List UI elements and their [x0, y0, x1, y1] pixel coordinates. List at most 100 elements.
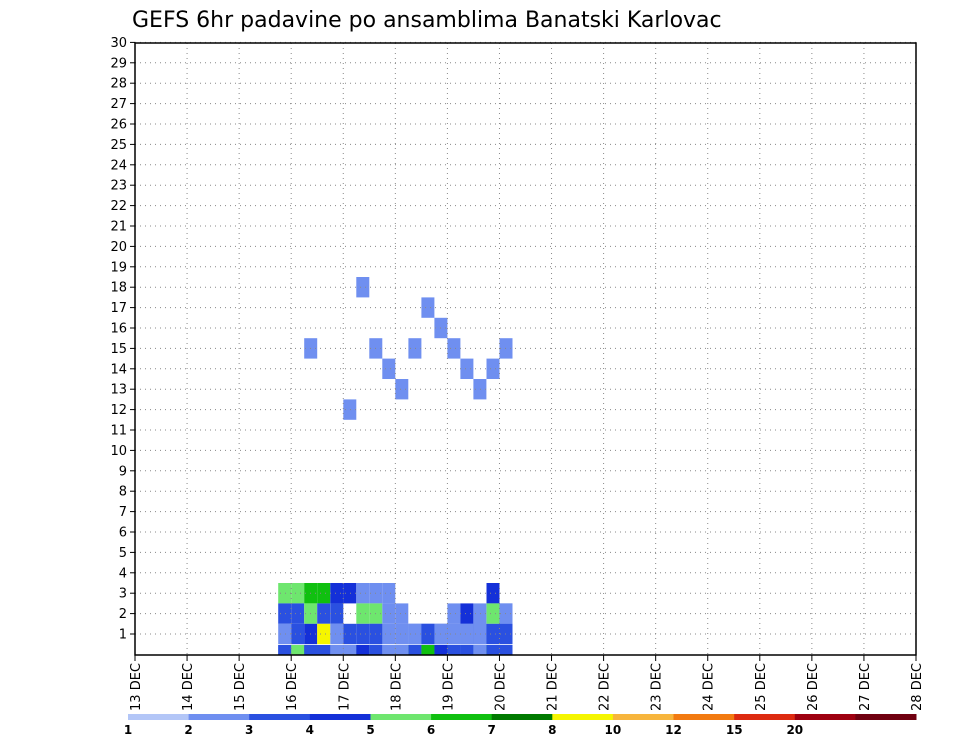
- heat-cell: [421, 645, 435, 655]
- x-tick-label: 25 DEC: [754, 663, 769, 711]
- legend-swatch: [370, 714, 432, 720]
- y-tick-label: 30: [110, 36, 127, 51]
- heat-cell: [356, 277, 370, 298]
- heat-cell: [447, 603, 461, 624]
- heat-cell: [291, 623, 305, 645]
- heat-cell: [408, 623, 422, 645]
- x-tick-label: 13 DEC: [129, 663, 144, 711]
- heat-cell: [473, 623, 487, 645]
- y-tick-label: 23: [110, 179, 127, 194]
- legend-label: 20: [786, 723, 803, 737]
- x-tick-label: 19 DEC: [441, 663, 456, 711]
- heat-cell: [486, 358, 500, 379]
- legend-swatch: [552, 714, 614, 720]
- heat-cell: [278, 623, 292, 645]
- y-tick-label: 29: [110, 56, 127, 71]
- legend-swatch: [673, 714, 735, 720]
- plot-frame: [134, 42, 917, 656]
- heat-cell: [356, 645, 370, 655]
- x-tick-label: 26 DEC: [806, 663, 821, 711]
- x-tick-label: 16 DEC: [285, 663, 300, 711]
- x-tick-label: 27 DEC: [858, 663, 873, 711]
- heat-cell: [447, 623, 461, 645]
- heat-cell: [330, 603, 344, 624]
- heat-cell: [486, 623, 500, 645]
- y-tick-label: 17: [110, 301, 127, 316]
- heat-cell: [356, 583, 370, 604]
- heat-cell: [486, 645, 500, 655]
- heat-cell: [304, 645, 318, 655]
- heat-cell: [473, 379, 487, 400]
- y-tick-label: 13: [110, 383, 127, 398]
- y-tick-label: 3: [119, 587, 127, 602]
- legend-label: 15: [726, 723, 743, 737]
- y-tick-label: 6: [119, 526, 127, 541]
- heat-cell: [395, 603, 409, 624]
- heat-cell: [421, 623, 435, 645]
- y-tick-label: 26: [110, 118, 127, 133]
- x-tick-label: 15 DEC: [233, 663, 248, 711]
- y-tick-label: 1: [119, 628, 127, 643]
- y-tick-label: 8: [119, 485, 127, 500]
- heat-cell: [460, 645, 474, 655]
- heat-cell: [317, 623, 331, 645]
- y-tick-label: 24: [110, 158, 127, 173]
- legend-label: 7: [488, 723, 496, 737]
- y-tick-label: 5: [119, 546, 127, 561]
- heat-cell: [395, 645, 409, 655]
- y-tick-label: 7: [119, 505, 127, 520]
- y-tick-label: 10: [110, 444, 127, 459]
- heat-cell: [291, 645, 305, 655]
- legend-swatch: [249, 714, 311, 720]
- heat-cell: [317, 583, 331, 604]
- y-tick-label: 11: [110, 424, 127, 439]
- legend-swatch: [734, 714, 796, 720]
- heat-cell: [460, 358, 474, 379]
- heat-cell: [473, 603, 487, 624]
- y-tick-label: 12: [110, 403, 127, 418]
- heat-cell: [330, 623, 344, 645]
- legend-swatch: [128, 714, 190, 720]
- x-tick-label: 23 DEC: [650, 663, 665, 711]
- grid-layer: [135, 41, 916, 655]
- y-tick-label: 27: [110, 97, 127, 112]
- heat-cell: [395, 379, 409, 400]
- legend-label: 10: [605, 723, 622, 737]
- heat-cell: [395, 623, 409, 645]
- legend-label: 4: [306, 723, 314, 737]
- legend-label: 12: [665, 723, 682, 737]
- y-tick-label: 21: [110, 220, 127, 235]
- y-tick-label: 14: [110, 362, 127, 377]
- axis-layer: 1234567891011121314151617181920212223242…: [110, 36, 925, 711]
- y-tick-label: 20: [110, 240, 127, 255]
- heat-cell: [486, 583, 500, 604]
- legend-label: 1: [124, 723, 132, 737]
- heat-cell: [291, 583, 305, 604]
- heat-cell: [356, 623, 370, 645]
- heat-cell: [278, 583, 292, 604]
- legend-label: 3: [245, 723, 253, 737]
- x-tick-label: 18 DEC: [389, 663, 404, 711]
- x-tick-label: 17 DEC: [337, 663, 352, 711]
- heat-cell: [447, 645, 461, 655]
- y-tick-label: 15: [110, 342, 127, 357]
- heat-cell: [421, 297, 435, 318]
- y-tick-label: 2: [119, 607, 127, 622]
- x-tick-label: 21 DEC: [546, 663, 561, 711]
- heat-cell: [499, 645, 513, 655]
- heat-cell: [460, 623, 474, 645]
- heat-cell: [343, 623, 357, 645]
- heat-cell: [434, 645, 448, 655]
- heat-cell: [408, 645, 422, 655]
- heat-cell: [330, 583, 344, 604]
- heat-cell: [317, 645, 331, 655]
- x-tick-label: 28 DEC: [910, 663, 925, 711]
- heat-cell: [278, 645, 292, 655]
- legend-swatch: [612, 714, 674, 720]
- x-tick-label: 14 DEC: [181, 663, 196, 711]
- heat-cell: [278, 603, 292, 624]
- heat-cell: [486, 603, 500, 624]
- legend-swatch: [794, 714, 856, 720]
- y-tick-label: 25: [110, 138, 127, 153]
